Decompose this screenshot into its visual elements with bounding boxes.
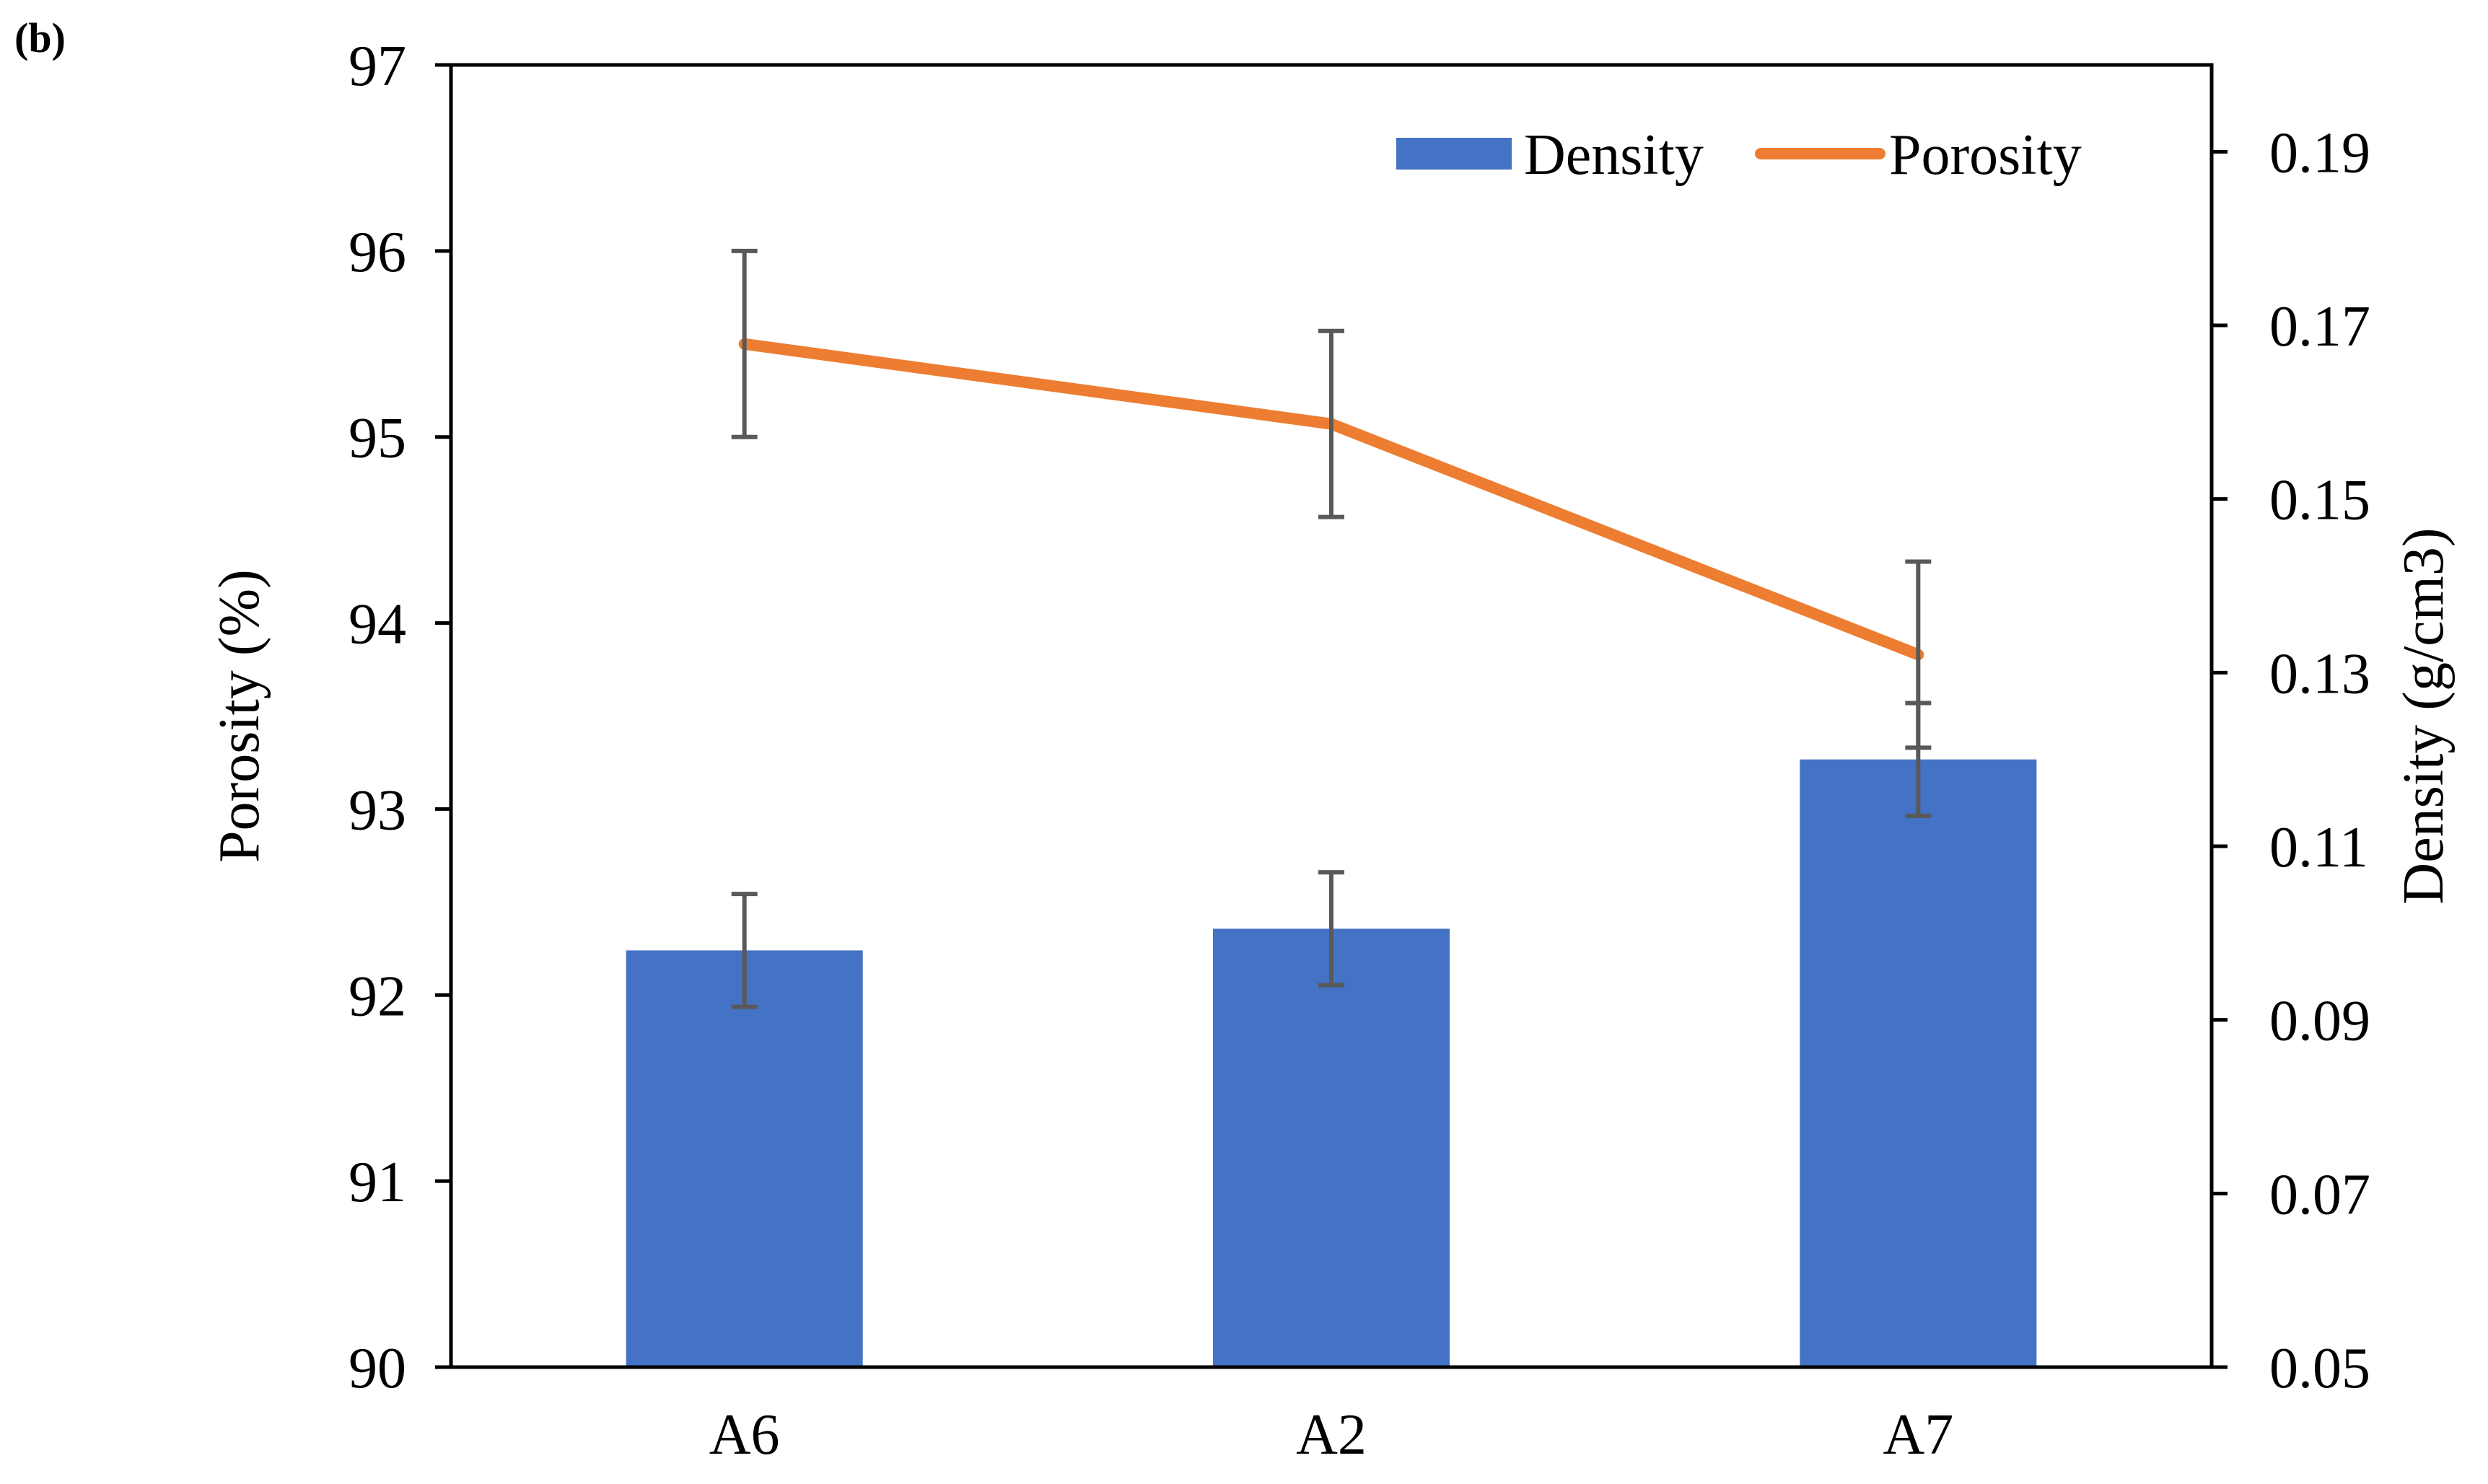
right-tick-label: 0.19 — [2269, 121, 2370, 185]
left-axis-title: Porosity (%) — [208, 569, 271, 863]
left-tick-label: 90 — [349, 1337, 406, 1400]
density-errorbar-a2 — [1318, 870, 1344, 988]
panel-label: (b) — [14, 14, 66, 61]
porosity-errorbar-a7 — [1905, 559, 1932, 750]
left-tick-label: 97 — [349, 35, 406, 98]
density-bar-a2 — [1213, 928, 1450, 1367]
legend-porosity-label: Porosity — [1889, 123, 2082, 187]
density-bar-a7 — [1800, 759, 2037, 1367]
density-errorbar-a6 — [731, 892, 758, 1009]
left-tick-label: 95 — [349, 407, 406, 470]
left-tick-label: 96 — [349, 221, 406, 284]
right-tick-label: 0.07 — [2269, 1163, 2370, 1226]
right-tick-label: 0.05 — [2269, 1337, 2370, 1400]
x-tick-label-a2: A2 — [1296, 1403, 1367, 1467]
axes-layer — [435, 63, 2228, 1369]
right-axis-title: Density (g/cm3) — [2392, 527, 2456, 904]
right-tick-label: 0.15 — [2269, 469, 2370, 532]
x-tick-label-a7: A7 — [1883, 1403, 1953, 1467]
right-tick-label: 0.13 — [2269, 642, 2370, 706]
legend-density-swatch — [1396, 138, 1512, 170]
legend-density-label: Density — [1524, 123, 1704, 187]
porosity-errorbar-a2 — [1318, 328, 1344, 519]
right-tick-label: 0.17 — [2269, 295, 2370, 359]
left-tick-label: 92 — [349, 965, 406, 1028]
right-tick-label: 0.09 — [2269, 990, 2370, 1053]
left-tick-label: 93 — [349, 778, 406, 842]
label-layer: 90 91 92 93 94 95 96 97 0.05 0.07 0.09 0.11 0.13 0.15… — [208, 35, 2456, 1467]
legend: Density Porosity — [1396, 123, 2082, 187]
x-tick-label-a6: A6 — [709, 1403, 780, 1467]
errorbar-layer — [731, 248, 1932, 1009]
right-tick-label: 0.11 — [2269, 816, 2368, 879]
bar-layer — [626, 759, 2037, 1367]
porosity-errorbar-a6 — [731, 248, 758, 439]
left-tick-label: 94 — [349, 593, 406, 657]
left-tick-label: 91 — [349, 1151, 406, 1214]
density-bar-a6 — [626, 950, 863, 1367]
